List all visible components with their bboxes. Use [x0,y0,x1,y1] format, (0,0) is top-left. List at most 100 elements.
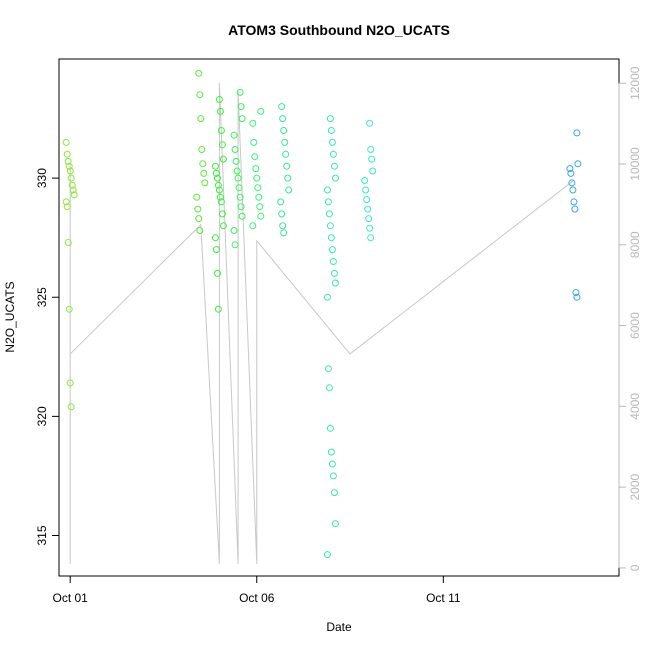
x-tick-label: Oct 06 [239,591,275,605]
data-point [230,227,238,234]
right-y-tick-label: 10000 [628,147,642,181]
x-axis-label: Date [326,620,352,634]
data-point [238,115,246,123]
data-point [573,293,581,301]
data-point [567,169,575,177]
altitude-trace [69,83,575,564]
data-point [231,146,239,153]
data-point [193,193,201,201]
data-point [66,167,74,175]
data-point [327,127,335,134]
data-point [234,174,242,182]
data-point [284,174,292,182]
data-point [361,177,369,184]
data-point [323,551,331,559]
data-point [249,119,257,127]
data-point [328,138,336,146]
data-point [216,107,224,115]
x-tick-label: Oct 01 [53,591,89,605]
data-point [237,103,245,111]
right-y-tick-label: 2000 [628,473,642,500]
data-point [233,167,241,175]
data-point [279,222,287,230]
data-point [331,520,339,528]
y-axis: 315 320 325 330 [35,168,60,546]
data-point [237,203,245,211]
data-point [366,224,374,232]
data-point [69,186,77,194]
data-point [328,460,336,468]
data-point [285,186,293,194]
data-point [253,174,261,182]
data-point [367,146,375,153]
data-point [323,293,331,301]
data-point [366,119,374,127]
data-point [218,141,226,149]
data-point [219,222,227,230]
data-point [250,138,258,146]
data-point [200,169,208,177]
data-point [217,198,225,206]
data-point [566,165,574,173]
data-point [66,379,74,387]
data-point [329,150,337,158]
y-axis-label: N2O_UCATS [3,281,17,352]
data-point [255,193,263,201]
data-point [257,212,265,220]
data-point [574,160,582,168]
right-y-tick-label: 8000 [628,231,642,258]
data-point [211,234,219,242]
data-point [571,205,579,213]
data-point [213,174,221,182]
data-point [324,365,332,373]
data-point [198,146,206,153]
data-point [330,489,338,497]
chart-title: ATOM3 Southbound N2O_UCATS [228,22,450,38]
data-point [251,153,259,161]
data-point [326,424,334,432]
right-y-tick-label: 0 [628,564,642,571]
data-point [195,69,203,77]
data-point [362,186,370,194]
data-point [368,155,376,163]
data-point [230,131,238,139]
data-point [63,203,71,211]
data-point [215,96,223,103]
data-point [256,203,264,211]
data-point [194,205,202,213]
data-point [277,198,285,206]
data-point [236,88,244,96]
data-point [195,215,203,223]
data-point [365,215,373,223]
data-point [281,138,289,146]
data-point [364,205,372,213]
data-point [329,472,337,480]
data-point [568,179,576,187]
data-point [257,107,265,115]
data-point [279,115,287,123]
data-point [278,210,286,218]
data-point [215,186,223,194]
data-point [62,138,70,146]
data-point [64,239,72,246]
data-point [330,162,338,170]
data-point [214,305,222,313]
data-point [323,186,331,194]
y-tick-label: 330 [35,168,49,188]
right-y-tick-label: 4000 [628,393,642,420]
data-point [326,222,334,230]
data-point [196,91,204,99]
data-point [325,210,333,218]
x-tick-label: Oct 11 [426,591,461,605]
data-point [213,269,221,277]
data-point [282,150,290,158]
data-point [235,184,243,192]
data-point [63,150,71,158]
data-point [278,103,286,111]
data-point [231,241,239,249]
data-point [196,227,204,234]
data-point [214,181,222,189]
altitude-trace-lines [69,83,575,564]
data-point [573,129,581,137]
data-point [212,246,220,254]
